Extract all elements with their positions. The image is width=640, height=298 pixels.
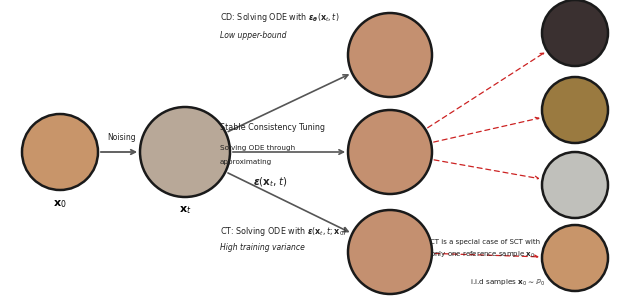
Ellipse shape — [348, 13, 432, 97]
Text: Solving ODE through: Solving ODE through — [220, 145, 295, 151]
Text: Low upper-bound: Low upper-bound — [220, 30, 287, 40]
Text: i.i.d samples $\mathbf{x}_0 \sim \mathbb{P}_0$: i.i.d samples $\mathbf{x}_0 \sim \mathbb… — [470, 278, 545, 288]
Text: $\boldsymbol{\epsilon}(\mathbf{x}_t, t)$: $\boldsymbol{\epsilon}(\mathbf{x}_t, t)$ — [253, 175, 287, 189]
Text: Stable Consistency Tuning: Stable Consistency Tuning — [220, 123, 325, 133]
Text: CD: Solving ODE with $\boldsymbol{\epsilon}_{\boldsymbol{\theta}}(\mathbf{x}_t, : CD: Solving ODE with $\boldsymbol{\epsil… — [220, 12, 339, 24]
Ellipse shape — [542, 152, 608, 218]
Text: $\mathbf{x}_t$: $\mathbf{x}_t$ — [179, 204, 191, 216]
Text: CT is a special case of SCT with: CT is a special case of SCT with — [430, 239, 540, 245]
Ellipse shape — [348, 210, 432, 294]
Ellipse shape — [22, 114, 98, 190]
Text: Noising: Noising — [108, 133, 136, 142]
Text: approximating: approximating — [220, 159, 272, 165]
Ellipse shape — [348, 110, 432, 194]
Text: High training variance: High training variance — [220, 243, 305, 252]
Ellipse shape — [542, 225, 608, 291]
Text: $\mathbf{x}_0$: $\mathbf{x}_0$ — [53, 198, 67, 210]
Ellipse shape — [542, 0, 608, 66]
Text: only one reference sample $\mathbf{x}_0$: only one reference sample $\mathbf{x}_0$ — [430, 250, 535, 260]
Ellipse shape — [140, 107, 230, 197]
Ellipse shape — [542, 77, 608, 143]
Text: CT: Solving ODE with $\boldsymbol{\epsilon}(\mathbf{x}_t, t; \mathbf{x}_0)$: CT: Solving ODE with $\boldsymbol{\epsil… — [220, 226, 348, 238]
